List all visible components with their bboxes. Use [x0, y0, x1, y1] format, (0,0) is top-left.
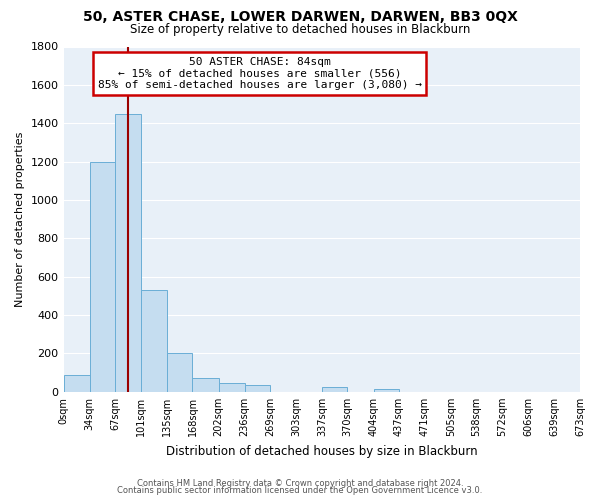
Bar — [64, 374, 89, 392]
Bar — [374, 389, 399, 392]
Bar — [245, 385, 270, 392]
Bar — [115, 114, 141, 392]
Text: Size of property relative to detached houses in Blackburn: Size of property relative to detached ho… — [130, 22, 470, 36]
Bar — [218, 382, 245, 392]
Y-axis label: Number of detached properties: Number of detached properties — [15, 132, 25, 307]
Bar — [89, 162, 115, 392]
X-axis label: Distribution of detached houses by size in Blackburn: Distribution of detached houses by size … — [166, 444, 478, 458]
Text: Contains public sector information licensed under the Open Government Licence v3: Contains public sector information licen… — [118, 486, 482, 495]
Bar — [167, 354, 193, 392]
Text: Contains HM Land Registry data © Crown copyright and database right 2024.: Contains HM Land Registry data © Crown c… — [137, 478, 463, 488]
Bar — [141, 290, 167, 392]
Text: 50, ASTER CHASE, LOWER DARWEN, DARWEN, BB3 0QX: 50, ASTER CHASE, LOWER DARWEN, DARWEN, B… — [83, 10, 517, 24]
Text: 50 ASTER CHASE: 84sqm
← 15% of detached houses are smaller (556)
85% of semi-det: 50 ASTER CHASE: 84sqm ← 15% of detached … — [98, 57, 422, 90]
Bar — [193, 378, 218, 392]
Bar — [322, 387, 347, 392]
